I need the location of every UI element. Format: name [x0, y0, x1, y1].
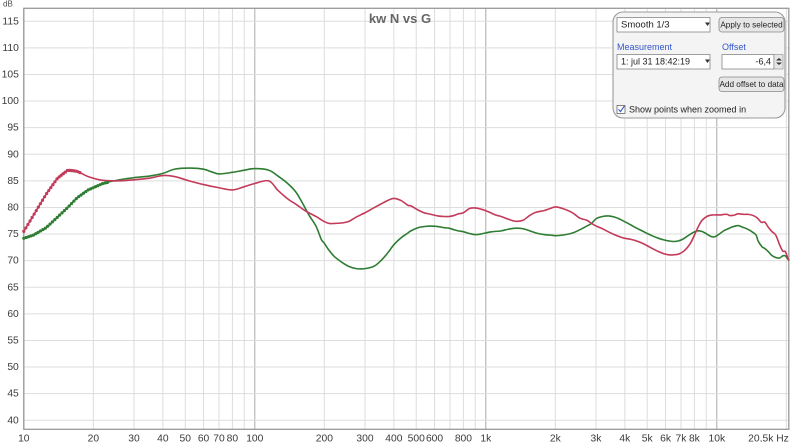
svg-text:50: 50	[7, 362, 19, 373]
svg-text:10k: 10k	[708, 433, 725, 442]
svg-text:40: 40	[157, 433, 169, 442]
svg-text:80: 80	[227, 433, 239, 442]
svg-text:Apply to selected: Apply to selected	[720, 20, 783, 29]
svg-text:90: 90	[7, 149, 19, 160]
svg-text:75: 75	[7, 229, 19, 240]
svg-text:200: 200	[316, 433, 333, 442]
svg-text:dB: dB	[3, 0, 13, 9]
svg-text:110: 110	[2, 43, 19, 54]
svg-text:45: 45	[7, 389, 19, 400]
svg-text:105: 105	[2, 69, 19, 80]
svg-text:6k: 6k	[660, 433, 672, 442]
svg-text:Offset: Offset	[722, 42, 746, 52]
svg-text:kw N vs G: kw N vs G	[369, 11, 431, 26]
svg-text:95: 95	[7, 123, 19, 134]
svg-text:20: 20	[88, 433, 100, 442]
svg-text:100: 100	[246, 433, 263, 442]
svg-text:7k: 7k	[676, 433, 688, 442]
svg-text:3k: 3k	[591, 433, 603, 442]
svg-text:80: 80	[7, 202, 19, 213]
svg-text:Add offset to data: Add offset to data	[719, 80, 783, 89]
svg-text:55: 55	[7, 335, 19, 346]
svg-text:70: 70	[213, 433, 225, 442]
svg-text:1k: 1k	[480, 433, 492, 442]
svg-text:4k: 4k	[619, 433, 631, 442]
svg-text:85: 85	[7, 176, 19, 187]
svg-text:300: 300	[356, 433, 373, 442]
svg-text:-6,4: -6,4	[755, 57, 771, 67]
svg-text:40: 40	[7, 415, 19, 426]
svg-text:600: 600	[426, 433, 443, 442]
svg-text:Smooth 1/3: Smooth 1/3	[621, 20, 670, 31]
svg-text:Show points when zoomed in: Show points when zoomed in	[629, 105, 746, 115]
svg-text:10: 10	[18, 433, 30, 442]
svg-text:60: 60	[198, 433, 210, 442]
svg-text:Measurement: Measurement	[617, 42, 673, 52]
svg-text:115: 115	[2, 16, 19, 27]
svg-text:50: 50	[180, 433, 192, 442]
svg-text:20,5k Hz: 20,5k Hz	[748, 433, 789, 442]
svg-text:500: 500	[408, 433, 425, 442]
svg-text:70: 70	[7, 256, 19, 267]
svg-text:65: 65	[7, 282, 19, 293]
svg-text:2k: 2k	[550, 433, 562, 442]
svg-text:1: jul 31 18:42:19: 1: jul 31 18:42:19	[621, 57, 690, 67]
svg-text:100: 100	[2, 96, 19, 107]
svg-text:800: 800	[455, 433, 472, 442]
svg-text:30: 30	[128, 433, 140, 442]
svg-text:8k: 8k	[689, 433, 701, 442]
svg-text:60: 60	[7, 309, 19, 320]
svg-text:400: 400	[385, 433, 402, 442]
svg-text:5k: 5k	[642, 433, 654, 442]
